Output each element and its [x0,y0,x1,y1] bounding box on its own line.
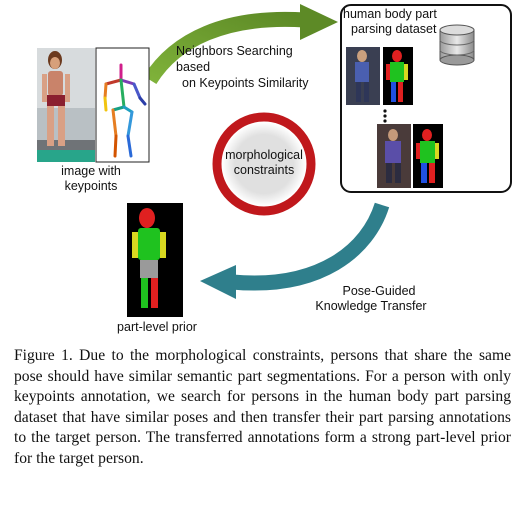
pose-guided-line-2: Knowledge Transfer [315,299,427,313]
neighbors-search-arrow [143,4,338,85]
neighbors-search-line-1: Neighbors Searching based [176,44,293,74]
morphological-constraints-label: morphological constraints [210,148,318,178]
ellipsis-icon [383,109,387,123]
dataset-title-line-1: human body part [343,7,437,21]
knowledge-transfer-arrow [200,202,390,299]
neighbors-search-label: Neighbors Searching based on Keypoints S… [160,43,330,91]
dataset-photo-2 [377,124,411,188]
image-with-keypoints-line-1: image with [61,164,121,178]
source-person-photo [37,48,95,162]
pose-guided-label: Pose-Guided Knowledge Transfer [296,284,446,314]
dataset-parsing-2 [413,124,443,188]
image-with-keypoints-line-2: keypoints [64,179,118,193]
pose-guided-line-1: Pose-Guided [342,284,416,298]
morphological-line-1: morphological [225,148,303,162]
neighbors-search-line-2: on Keypoints Similarity [182,76,309,90]
keypoint-skeleton-panel [95,47,150,163]
figure-caption: Figure 1. Due to the morphological const… [14,347,511,467]
morphological-line-2: constraints [233,163,295,177]
diagram-canvas [37,4,512,317]
morphological-ring [212,112,316,216]
dataset-photo-1 [346,47,380,105]
image-with-keypoints-label: image with keypoints [42,164,140,194]
dataset-parsing-1 [383,47,413,105]
dataset-title-line-2: parsing dataset [351,22,437,36]
part-level-prior-label: part-level prior [117,320,197,334]
database-icon [439,24,475,66]
part-prior-image [127,203,183,317]
dataset-title: human body part parsing dataset [343,7,453,37]
